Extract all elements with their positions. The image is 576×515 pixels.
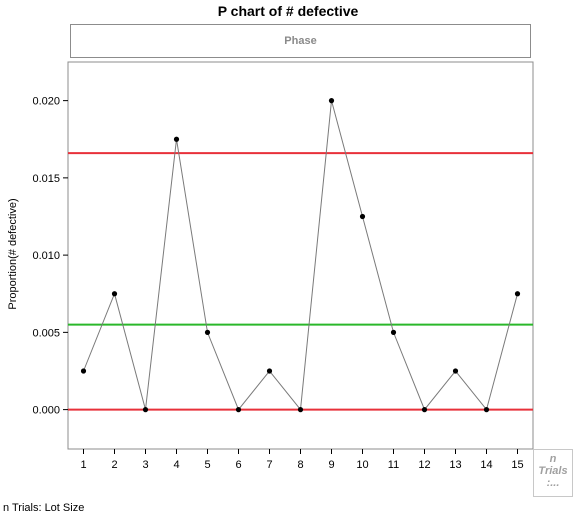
x-tick-label: 10: [356, 459, 368, 471]
data-point: [514, 291, 521, 297]
data-point: [452, 368, 459, 374]
data-point: [142, 407, 149, 413]
x-tick-label: 5: [204, 459, 210, 471]
data-point: [173, 136, 180, 142]
x-tick-label: 8: [297, 459, 303, 471]
data-point: [235, 407, 242, 413]
data-point: [266, 368, 273, 374]
data-point: [204, 329, 211, 335]
data-point: [421, 407, 428, 413]
x-tick-label: 14: [480, 459, 492, 471]
plot-frame: [67, 61, 534, 450]
data-point: [80, 368, 87, 374]
x-tick-label: 9: [328, 459, 334, 471]
phase-box[interactable]: Phase: [70, 24, 531, 58]
x-tick-label: 12: [418, 459, 430, 471]
n-trials-line2: Trials: [538, 465, 568, 477]
n-trials-box[interactable]: n Trials :...: [533, 449, 573, 497]
x-tick-label: 7: [266, 459, 272, 471]
n-trials-line3: :...: [546, 477, 560, 489]
x-tick-label: 1: [80, 459, 86, 471]
data-point: [111, 291, 118, 297]
data-point: [297, 407, 304, 413]
x-tick-label: 15: [511, 459, 523, 471]
data-point: [390, 329, 397, 335]
x-tick-label: 11: [388, 459, 399, 471]
x-tick-label: 2: [111, 459, 117, 471]
x-tick-label: 4: [173, 459, 179, 471]
n-trials-line1: n: [549, 453, 557, 465]
x-tick-label: 3: [142, 459, 148, 471]
chart-title: P chart of # defective: [217, 3, 359, 19]
footer-note: n Trials: Lot Size: [3, 502, 85, 514]
phase-label: Phase: [284, 35, 317, 47]
y-tick-label: 0.000: [32, 405, 60, 417]
x-tick-label: 6: [235, 459, 241, 471]
y-tick-label: 0.015: [32, 173, 60, 185]
data-point: [328, 98, 335, 104]
data-point: [359, 213, 366, 220]
y-tick-label: 0.020: [32, 96, 60, 108]
x-tick-label: 13: [449, 459, 461, 471]
data-point: [483, 407, 490, 413]
y-tick-label: 0.005: [32, 327, 60, 339]
y-tick-label: 0.010: [32, 250, 60, 262]
